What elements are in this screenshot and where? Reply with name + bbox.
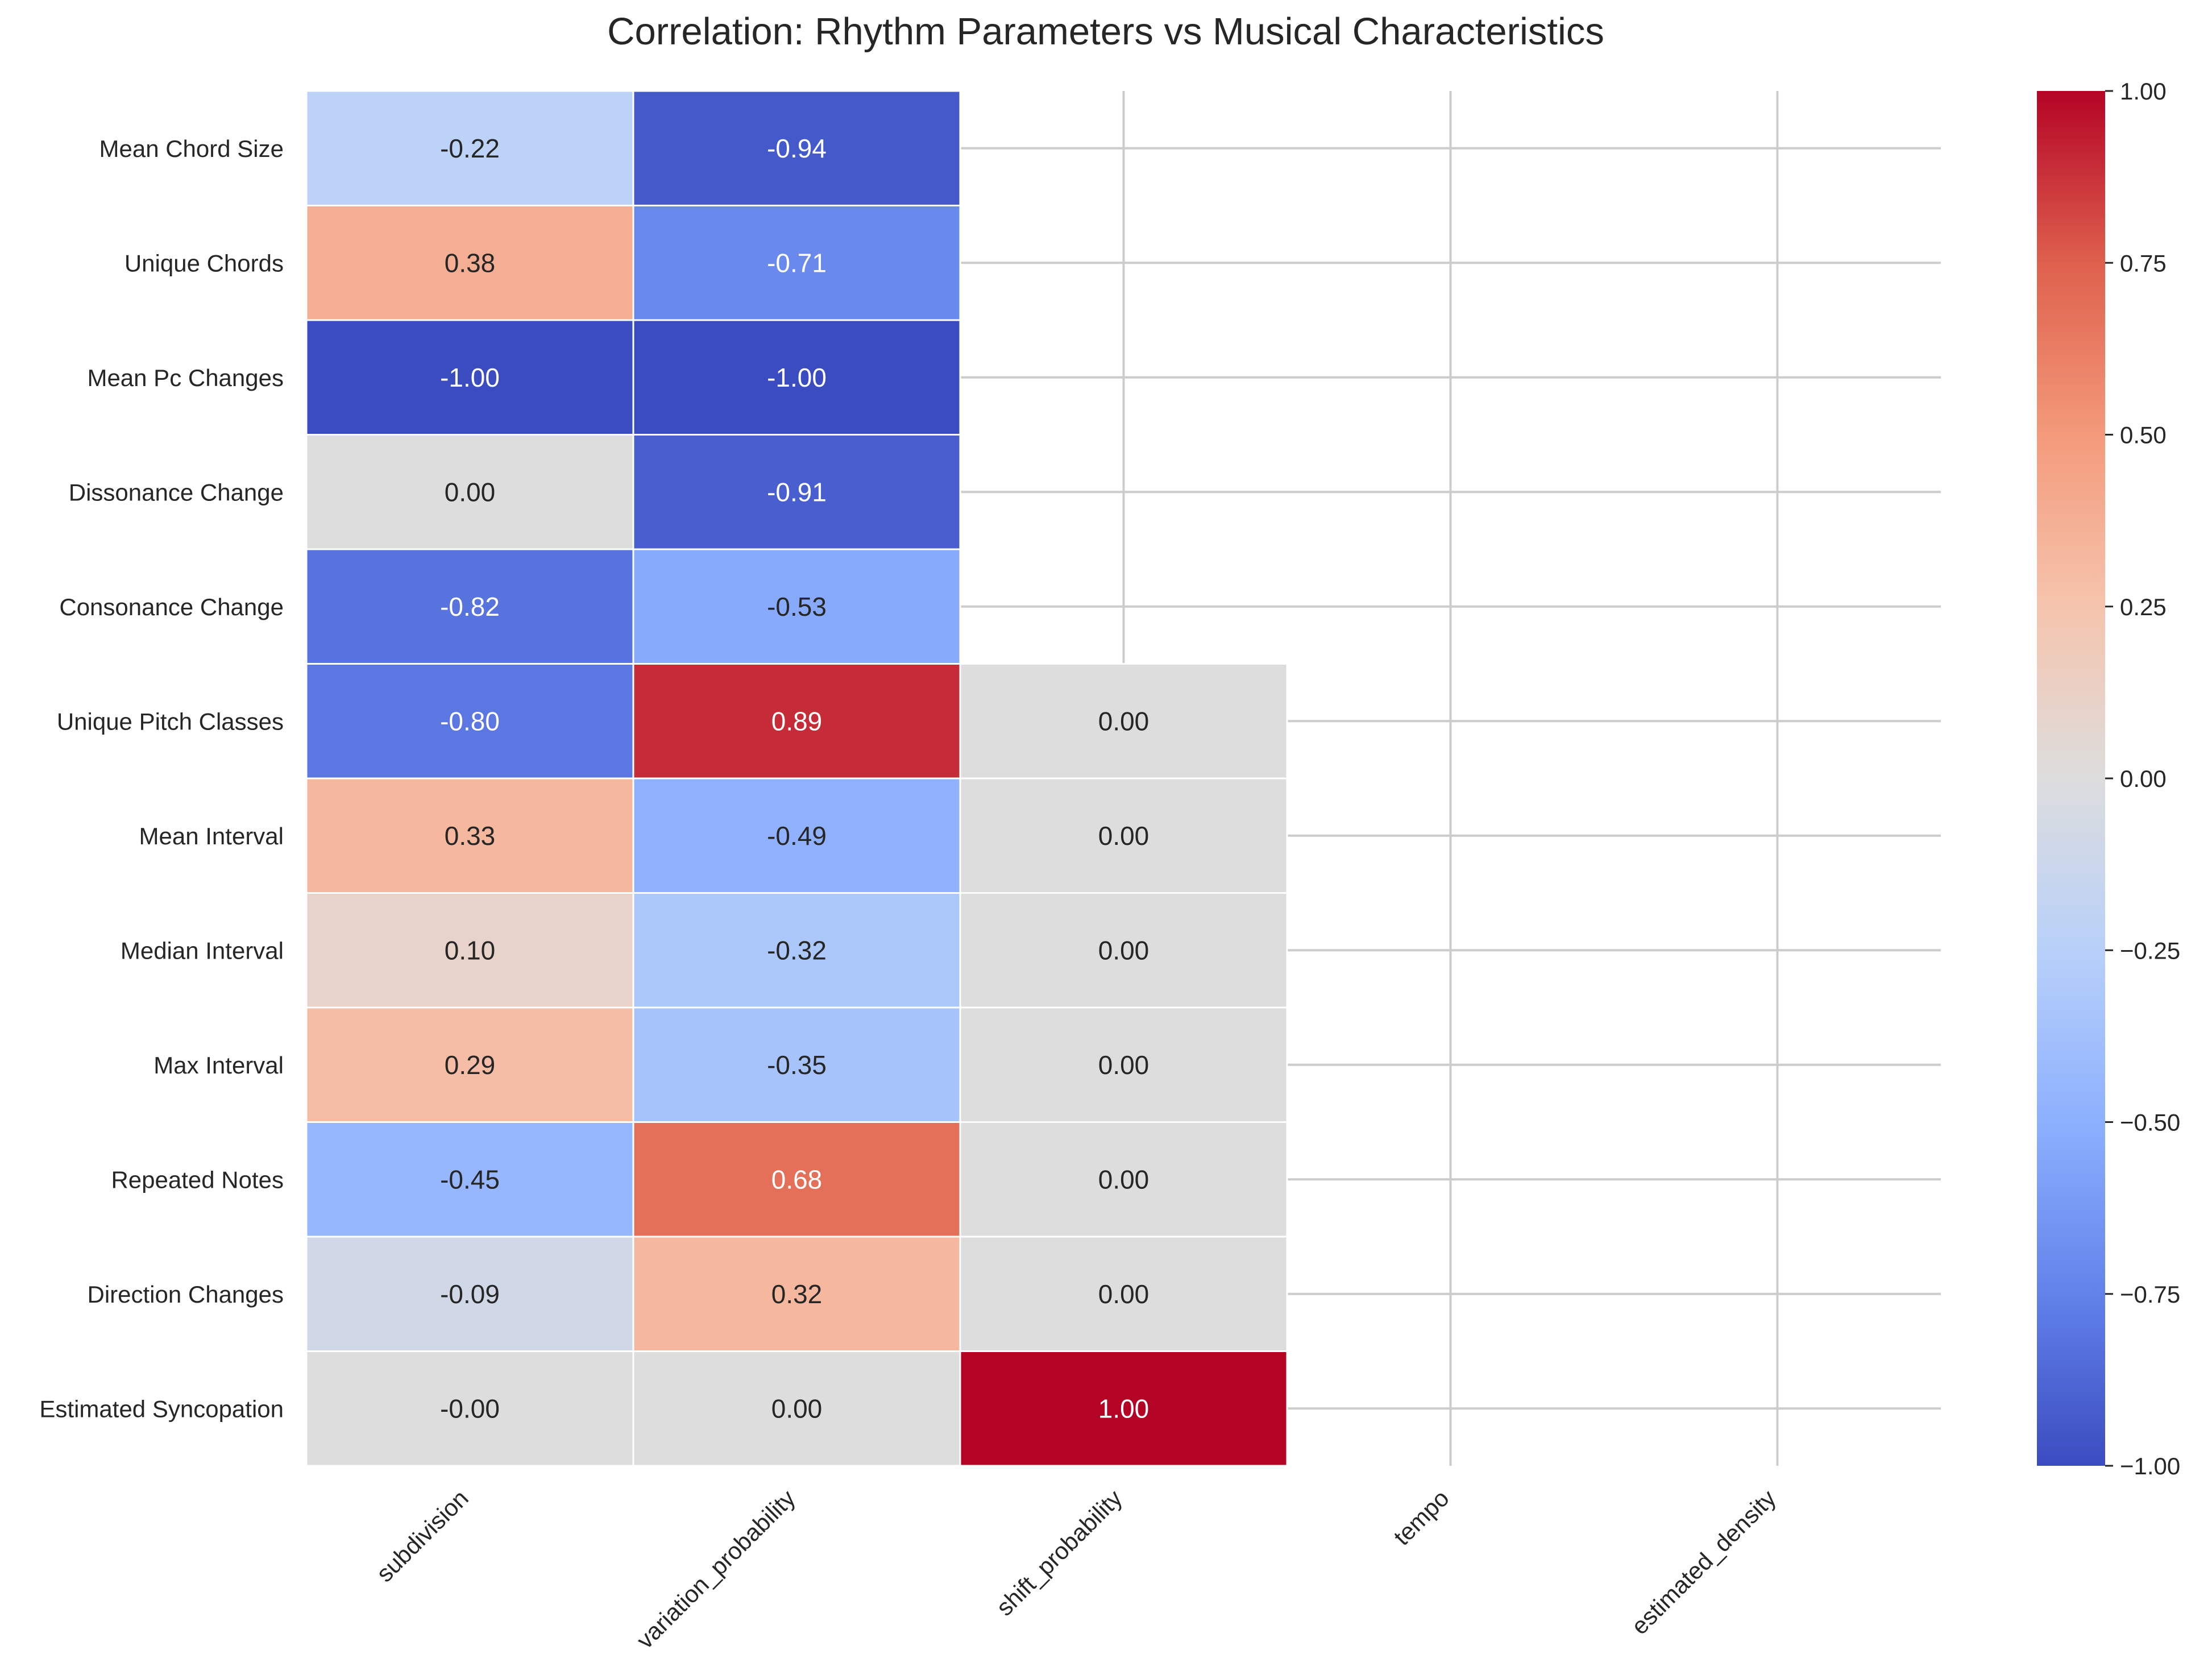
cell-value-label: 0.00 [1098,1050,1149,1080]
cell-value-label: -0.80 [440,706,500,736]
cell-value-label: 0.38 [445,248,496,277]
y-tick-label: Repeated Notes [111,1166,284,1193]
colorbar-tick-label: 0.75 [2120,250,2167,276]
heatmap-cell [959,777,1288,894]
cell-value-label: -0.49 [767,821,827,851]
x-tick-label: subdivision [371,1485,474,1587]
colorbar-tick-label: −0.50 [2120,1109,2180,1136]
cell-value-label: 0.10 [445,935,496,965]
heatmap-cell [632,434,961,550]
cell-value-label: -0.32 [767,935,827,965]
x-tick-label: shift_probability [991,1485,1127,1621]
x-tick-label: estimated_density [1626,1485,1781,1640]
cell-value-label: -0.94 [767,134,827,163]
heatmap-cell [305,205,634,321]
chart-title: Correlation: Rhythm Parameters vs Musica… [607,10,1604,53]
heatmap-cell [305,663,634,780]
cell-value-label: -0.53 [767,592,827,621]
y-tick-label: Direction Changes [87,1281,284,1308]
cell-value-label: 0.89 [771,706,823,736]
cell-value-label: 0.33 [445,821,496,851]
heatmap-cell [305,1121,634,1238]
cell-value-label: 0.00 [445,477,496,507]
heatmap-cell [632,90,961,206]
heatmap-cell [632,319,961,436]
colorbar-tick-label: −0.25 [2120,937,2180,964]
heatmap-cell [959,1121,1288,1238]
colorbar-tick-label: −0.75 [2120,1281,2180,1308]
heatmap-cell [305,548,634,665]
colorbar: 1.00 0.75 0.50 0.25 0.00 −0.25 −0.50 −0.75 −1.00 [2037,78,2180,1479]
x-tick-label: tempo [1388,1485,1454,1551]
y-tick-label: Unique Pitch Classes [57,708,284,735]
cell-value-label: 0.32 [771,1279,823,1309]
cell-value-label: -0.45 [440,1164,500,1194]
cell-value-label: 0.00 [1098,706,1149,736]
y-axis-tick-labels: Mean Chord Size Unique Chords Mean Pc Chan… [39,135,284,1423]
y-tick-label: Mean Chord Size [99,135,284,162]
cell-value-labels: -0.22 -0.94 0.38 -0.71 -1.00 -1.00 0.00 -0.91 -0… [440,134,1149,1424]
heatmap-cell [959,1006,1288,1123]
heatmap-cell [305,892,634,1009]
cell-value-label: -0.35 [767,1050,827,1080]
x-axis-tick-labels: subdivision variation_probability shift_pr… [371,1485,1781,1653]
y-tick-label: Estimated Syncopation [39,1395,284,1422]
heatmap-cell [305,434,634,550]
colorbar-tick-label: 0.25 [2120,594,2167,620]
cell-value-label: -0.71 [767,248,827,277]
cell-value-label: 0.00 [1098,935,1149,965]
y-tick-label: Dissonance Change [69,479,284,505]
colorbar-tick-label: 1.00 [2120,78,2167,105]
heatmap-cell [632,1121,961,1238]
heatmap-cell [305,1006,634,1123]
colorbar-tick-label: −1.00 [2120,1453,2180,1479]
heatmap-cell [632,1006,961,1123]
cell-value-label: -0.91 [767,477,827,507]
colorbar-tick-label: 0.50 [2120,422,2167,449]
cell-value-label: 0.29 [445,1050,496,1080]
heatmap-cell [959,1236,1288,1352]
cell-value-label: 0.68 [771,1164,823,1194]
cell-value-label: -0.00 [440,1394,500,1423]
cell-value-label: -0.82 [440,592,500,621]
y-tick-label: Mean Pc Changes [87,364,284,391]
y-tick-label: Consonance Change [59,594,284,620]
y-tick-label: Max Interval [153,1052,284,1079]
cell-value-label: -0.09 [440,1279,500,1309]
cell-value-label: -1.00 [440,363,500,392]
colorbar-gradient [2037,91,2105,1466]
y-tick-label: Unique Chords [124,250,284,276]
heatmap-cells [305,90,1288,1467]
cell-value-label: 0.00 [1098,1279,1149,1309]
colorbar-tick-label: 0.00 [2120,765,2167,792]
heatmap-cell [305,90,634,206]
heatmap-cell [959,892,1288,1009]
x-tick-label: variation_probability [631,1485,800,1653]
y-tick-label: Mean Interval [139,823,284,849]
heatmap-cell [305,1350,634,1467]
cell-value-label: 0.00 [1098,821,1149,851]
cell-value-label: 0.00 [1098,1164,1149,1194]
heatmap-cell [632,205,961,321]
heatmap-cell [632,777,961,894]
cell-value-label: -1.00 [767,363,827,392]
heatmap-cell [959,663,1288,780]
y-tick-label: Median Interval [121,937,284,964]
heatmap-cell [305,1236,634,1352]
heatmap-cell [959,1350,1288,1467]
cell-value-label: 0.00 [771,1394,823,1423]
cell-value-label: -0.22 [440,134,500,163]
cell-value-label: 1.00 [1098,1394,1149,1423]
